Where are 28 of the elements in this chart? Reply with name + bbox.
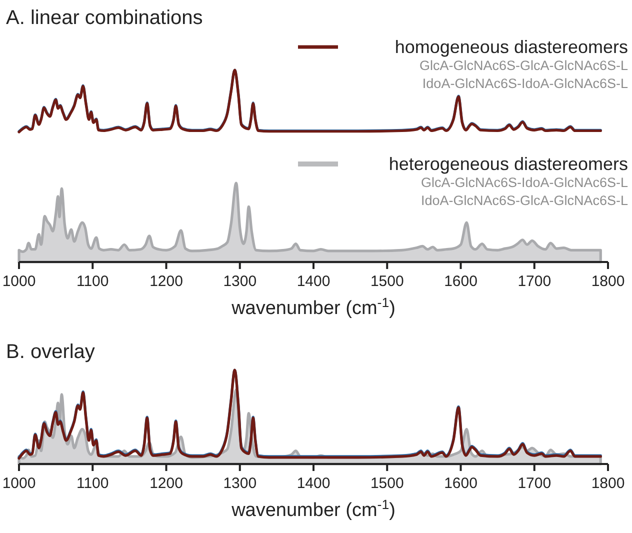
chart-title: B. overlay [6,341,95,363]
x-axis-title: wavenumber (cm$^{-1}$) [230,496,396,521]
x-axis-title: wavenumber (cm$^{-1}$) [230,294,396,319]
text: heterogeneous diastereomers [388,154,628,174]
chart-title: A. linear combinations [6,7,203,29]
annotation: IdoA-GlcNAc6S-GlcA-GlcNAc6S-L [420,193,628,208]
x-tick-label: 1000 [2,475,36,492]
x-tick-label: 1600 [444,273,478,290]
x-tick-label: 1400 [296,273,330,290]
annotation: GlcA-GlcNAc6S-IdoA-GlcNAc6S-L [420,175,628,190]
x-tick-label: 1700 [518,475,552,492]
x-tick-label: 1700 [518,273,552,290]
x-tick-label: 1400 [296,475,330,492]
x-tick-label: 1200 [150,475,183,492]
x-tick-label: 1000 [2,273,36,290]
annotation: GlcA-GlcNAc6S-GlcA-GlcNAc6S-L [419,58,628,73]
text: homogeneous diastereomers [394,37,628,57]
x-tick-label: 1800 [591,273,625,290]
x-tick-label: 1300 [223,475,257,492]
x-tick-label: 1500 [370,475,404,492]
x-tick-label: 1600 [444,475,478,492]
x-tick-label: 1200 [150,273,183,290]
x-tick-label: 1800 [591,475,625,492]
x-tick-label: 1100 [76,475,109,492]
x-tick-label: 1300 [223,273,257,290]
x-tick-label: 1500 [370,273,404,290]
annotation: IdoA-GlcNAc6S-IdoA-GlcNAc6S-L [422,76,628,91]
x-tick-label: 1100 [76,273,109,290]
